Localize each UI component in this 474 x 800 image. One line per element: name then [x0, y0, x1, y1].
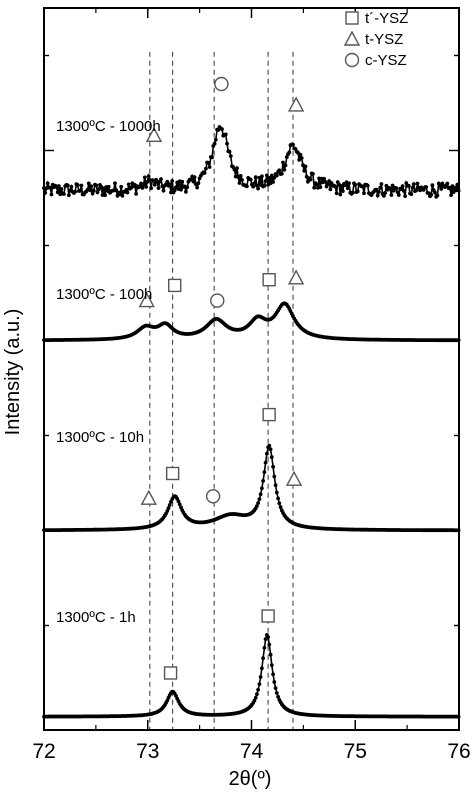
triangle-marker	[138, 292, 155, 308]
series-line	[44, 302, 459, 341]
square-marker	[168, 278, 182, 293]
triangle-marker	[287, 269, 305, 285]
x-tick-label: 74	[240, 740, 264, 763]
series-trace	[42, 125, 461, 199]
series-trace	[42, 632, 461, 719]
series-line	[44, 443, 459, 532]
square-marker	[261, 609, 275, 623]
x-tick-label: 72	[32, 740, 55, 763]
circle-marker	[205, 489, 221, 504]
triangle-marker	[285, 470, 303, 486]
circle-marker	[214, 76, 229, 92]
x-axis-title: 2θ(º)	[229, 768, 272, 790]
square-marker	[163, 666, 178, 680]
triangle-marker	[287, 96, 305, 112]
triangle-marker	[140, 489, 157, 505]
circle-legend-icon	[344, 52, 360, 68]
legend-label: t-YSZ	[365, 31, 403, 48]
series-label: 1300ºC - 1h	[56, 609, 136, 626]
triangle-marker	[145, 126, 163, 143]
legend-label: t´-YSZ	[365, 10, 408, 27]
y-axis-title: Intensity (a.u.)	[2, 309, 24, 436]
series-label: 1300ºC - 100h	[56, 286, 152, 303]
square-marker	[262, 273, 276, 287]
square-legend-icon	[345, 11, 359, 25]
series-label: 1300ºC - 10h	[56, 429, 144, 446]
circle-marker	[210, 293, 225, 308]
square-marker	[262, 407, 276, 422]
series-line	[44, 632, 459, 718]
x-tick-label: 73	[136, 740, 159, 763]
series-trace	[42, 301, 461, 343]
series-label: 1300ºC - 1000h	[56, 118, 161, 135]
square-marker	[165, 466, 180, 481]
legend-label: c-YSZ	[365, 52, 407, 69]
triangle-legend-icon	[343, 30, 361, 46]
series-trace	[42, 443, 461, 533]
series-line	[43, 125, 460, 199]
x-tick-label: 76	[447, 740, 470, 763]
x-tick-label: 75	[344, 740, 367, 763]
